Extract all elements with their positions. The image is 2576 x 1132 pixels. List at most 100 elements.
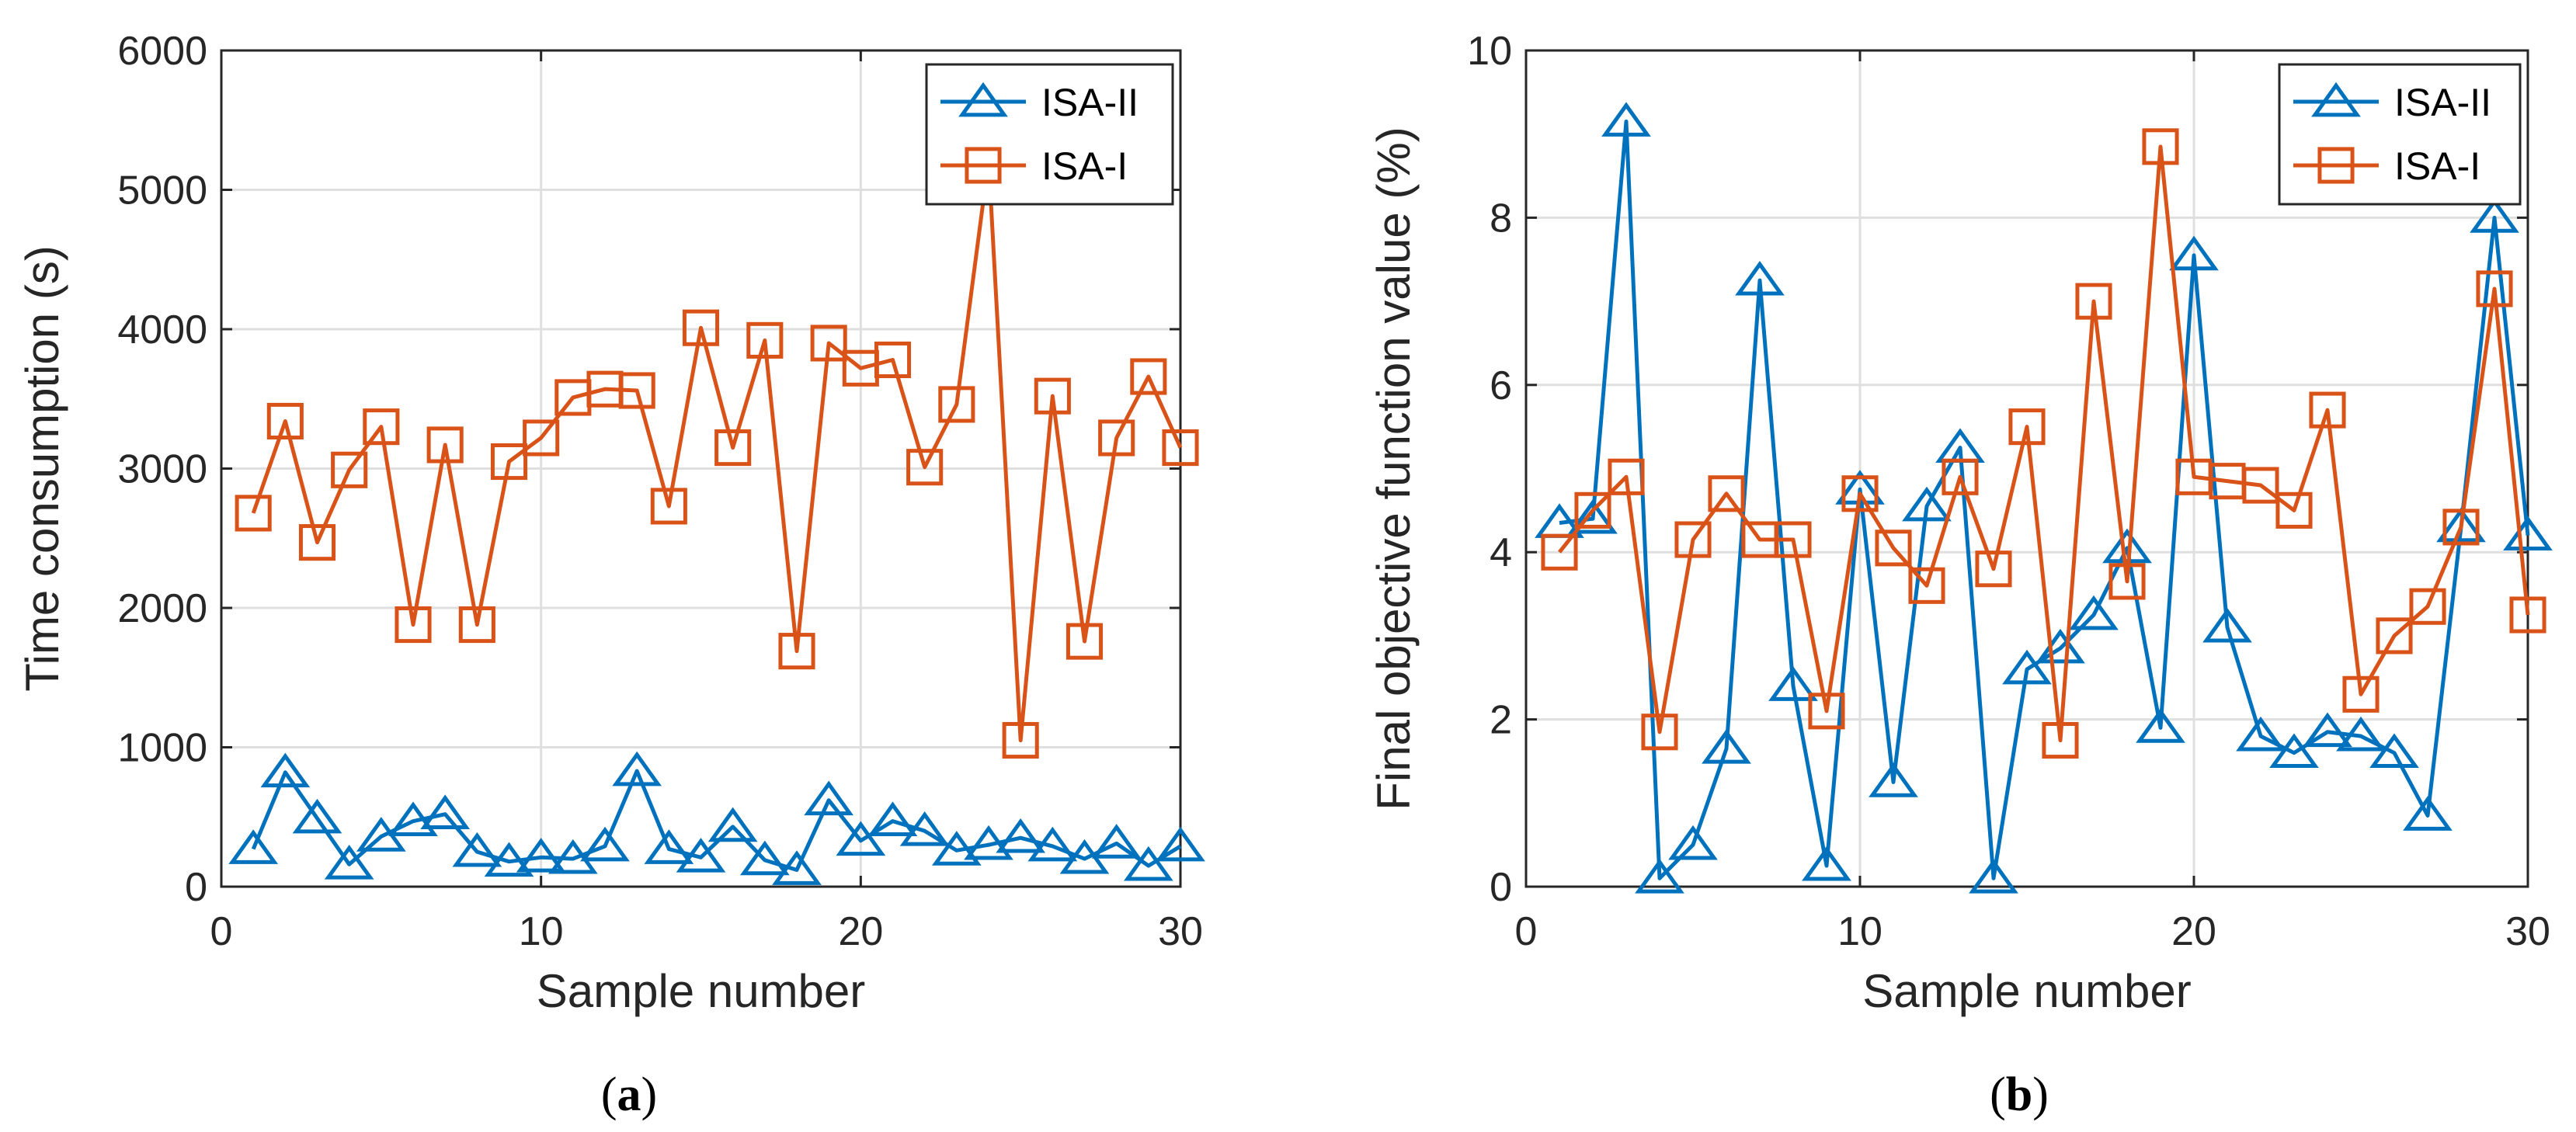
square-marker bbox=[1975, 550, 2012, 588]
axes-box bbox=[1524, 49, 2529, 888]
square-marker bbox=[1775, 521, 1812, 558]
legend-label: ISA-I bbox=[2394, 144, 2480, 188]
square-marker bbox=[1066, 623, 1104, 660]
triangle-marker bbox=[2169, 235, 2219, 271]
triangle-marker bbox=[2002, 649, 2052, 685]
series-line bbox=[1558, 144, 2530, 743]
square-marker bbox=[235, 495, 272, 532]
series-line bbox=[251, 769, 1182, 872]
triangle-marker bbox=[2202, 607, 2252, 643]
square-marker bbox=[1875, 530, 1912, 567]
x-tick-label: 20 bbox=[838, 909, 883, 954]
square-marker bbox=[1708, 475, 1745, 512]
triangle-marker bbox=[1635, 859, 1684, 894]
x-tick-label: 10 bbox=[1837, 909, 1882, 954]
triangle-marker bbox=[2336, 716, 2386, 752]
square-marker bbox=[1098, 419, 1135, 457]
series-triangle bbox=[1535, 102, 2553, 894]
square-marker bbox=[2108, 563, 2146, 600]
y-tick-label: 3000 bbox=[117, 447, 207, 492]
square-marker bbox=[746, 321, 784, 359]
y-tick-label: 10 bbox=[1467, 29, 1512, 74]
triangle-marker bbox=[292, 798, 342, 834]
square-marker bbox=[1641, 714, 1678, 751]
triangle-marker bbox=[867, 801, 918, 837]
y-tick-label: 4 bbox=[1490, 530, 1512, 575]
square-marker bbox=[2342, 675, 2380, 713]
caption-close: ) bbox=[2032, 1068, 2049, 1121]
triangle-marker bbox=[484, 842, 534, 877]
triangle-marker bbox=[2503, 516, 2553, 551]
triangle-marker bbox=[1668, 825, 1718, 860]
square-marker bbox=[363, 408, 400, 446]
square-marker bbox=[874, 341, 912, 379]
triangle-marker bbox=[1768, 666, 1818, 701]
square-marker bbox=[2309, 391, 2346, 429]
square-marker bbox=[2042, 721, 2079, 759]
square-marker bbox=[1808, 693, 1845, 730]
square-marker bbox=[650, 488, 687, 525]
square-marker bbox=[778, 633, 815, 670]
triangle-marker bbox=[2069, 595, 2119, 630]
square-marker bbox=[1034, 377, 1071, 415]
chart-b: 0 10 20 30 0 2 4 6 8 10 ISA-II ISA-I Sample number Fi… bbox=[1368, 29, 2553, 1121]
triangle-marker bbox=[228, 829, 279, 864]
series-triangle bbox=[228, 751, 1205, 885]
triangle-marker bbox=[739, 840, 790, 876]
triangle-marker bbox=[707, 807, 758, 842]
caption-close: ) bbox=[641, 1068, 658, 1121]
square-marker bbox=[1002, 721, 1039, 759]
triangle-marker bbox=[1902, 486, 1952, 522]
square-marker bbox=[2008, 408, 2046, 446]
square-marker bbox=[2409, 588, 2446, 625]
legend-label: ISA-I bbox=[1041, 144, 1128, 188]
triangle-marker bbox=[996, 818, 1046, 853]
y-tick-label: 6 bbox=[1490, 363, 1512, 408]
y-axis-label: Final objective function value (%) bbox=[1368, 127, 1420, 810]
square-marker bbox=[2317, 147, 2355, 184]
x-tick-label: 30 bbox=[2505, 909, 2550, 954]
triangle-marker bbox=[958, 82, 1008, 117]
triangle-marker bbox=[2470, 198, 2519, 233]
square-marker bbox=[2242, 467, 2279, 504]
square-marker bbox=[2075, 283, 2112, 320]
triangle-marker bbox=[388, 801, 438, 837]
square-marker bbox=[331, 451, 368, 488]
triangle-marker bbox=[2236, 716, 2286, 752]
triangle-marker bbox=[1156, 826, 1205, 862]
y-tick-label: 5000 bbox=[117, 168, 207, 214]
square-marker bbox=[1130, 358, 1167, 395]
y-tick-label: 8 bbox=[1490, 196, 1512, 241]
panel-caption: (a) bbox=[601, 1068, 657, 1121]
square-marker bbox=[1574, 491, 1611, 529]
square-marker bbox=[523, 419, 560, 457]
axes-box bbox=[220, 49, 1182, 888]
triangle-marker bbox=[899, 811, 950, 846]
panel-caption: (b) bbox=[1990, 1068, 2049, 1121]
square-marker bbox=[1942, 458, 1979, 495]
triangle-marker bbox=[2369, 733, 2419, 769]
series-line bbox=[251, 158, 1183, 743]
y-tick-label: 0 bbox=[1490, 865, 1512, 910]
triangle-marker bbox=[1568, 498, 1618, 534]
triangle-marker bbox=[580, 826, 630, 862]
triangle-marker bbox=[836, 821, 886, 856]
caption-open: ( bbox=[1990, 1068, 2006, 1121]
triangle-marker bbox=[644, 829, 694, 864]
square-marker bbox=[490, 443, 528, 481]
square-marker bbox=[2509, 596, 2546, 634]
triangle-marker bbox=[1702, 729, 1751, 764]
triangle-marker bbox=[1601, 102, 1651, 137]
series-square bbox=[1541, 128, 2546, 759]
square-marker bbox=[1908, 567, 1945, 604]
caption-letter: b bbox=[2006, 1068, 2032, 1121]
triangle-marker bbox=[452, 832, 502, 867]
triangle-marker bbox=[772, 850, 822, 885]
square-marker bbox=[1608, 458, 1645, 495]
square-marker bbox=[2376, 617, 2413, 655]
triangle-marker bbox=[1869, 762, 1918, 797]
triangle-marker bbox=[2436, 507, 2486, 543]
triangle-marker bbox=[1735, 260, 1785, 296]
triangle-marker bbox=[1091, 824, 1142, 859]
x-axis-label: Sample number bbox=[1862, 965, 2192, 1017]
